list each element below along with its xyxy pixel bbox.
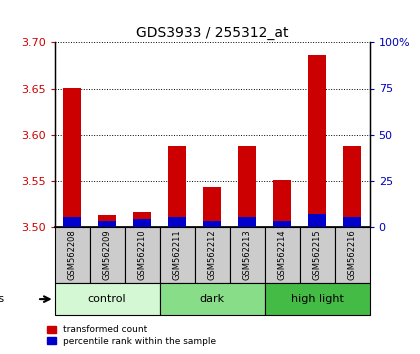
Bar (194, 227, 230, 283)
Bar (98, 215, 116, 227)
Bar (168, 217, 186, 227)
Text: stress: stress (0, 294, 4, 304)
Text: GSM562215: GSM562215 (312, 229, 322, 280)
Bar (344, 145, 361, 227)
Text: GSM562210: GSM562210 (138, 229, 147, 280)
Bar (134, 212, 151, 227)
Bar (125, 227, 160, 283)
Bar (299, 227, 335, 283)
Text: GSM562211: GSM562211 (173, 229, 181, 280)
Bar (335, 227, 370, 283)
Legend: transformed count, percentile rank within the sample: transformed count, percentile rank withi… (47, 325, 216, 346)
Bar (98, 221, 116, 227)
Bar (308, 55, 326, 227)
Bar (265, 227, 299, 283)
Title: GDS3933 / 255312_at: GDS3933 / 255312_at (136, 26, 289, 40)
Text: GSM562208: GSM562208 (68, 229, 76, 280)
Bar (203, 221, 221, 227)
Bar (308, 214, 326, 227)
Text: GSM562216: GSM562216 (348, 229, 357, 280)
Text: control: control (88, 294, 126, 304)
Bar (230, 227, 265, 283)
Bar (63, 87, 81, 227)
Text: GSM562212: GSM562212 (207, 229, 217, 280)
Text: high light: high light (291, 294, 344, 304)
Bar (134, 219, 151, 227)
Text: GSM562213: GSM562213 (243, 229, 252, 280)
Bar (55, 283, 160, 315)
Bar (63, 217, 81, 227)
Bar (89, 227, 125, 283)
Bar (239, 145, 256, 227)
Bar (160, 283, 265, 315)
Bar (273, 221, 291, 227)
Text: dark: dark (200, 294, 225, 304)
Bar (273, 179, 291, 227)
Bar (344, 217, 361, 227)
Bar (203, 187, 221, 227)
Bar (239, 217, 256, 227)
Text: GSM562214: GSM562214 (278, 229, 286, 280)
Bar (168, 145, 186, 227)
Bar (265, 283, 370, 315)
Text: GSM562209: GSM562209 (102, 229, 112, 280)
Bar (160, 227, 194, 283)
Bar (55, 227, 89, 283)
